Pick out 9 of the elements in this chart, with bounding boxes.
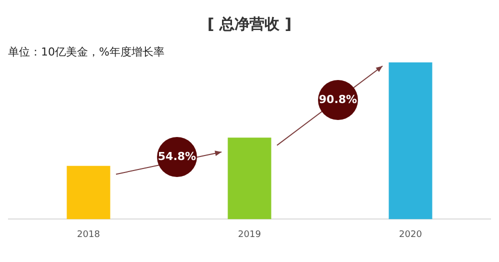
x-tick-label: 2020 [399,230,422,240]
circle-badge: 54.8% [157,136,197,177]
x-tick-label: 2019 [238,230,262,240]
annotation: 90.8% [318,93,358,106]
circle-badge: 90.8% [318,80,358,120]
chart-subtitle: 单位：10亿美金，%年度增长率 [8,45,164,58]
x-tick-label: 2018 [77,230,100,240]
chart-title: [ 总净营收 ] [207,14,292,33]
annotation: 54.8% [158,150,196,164]
